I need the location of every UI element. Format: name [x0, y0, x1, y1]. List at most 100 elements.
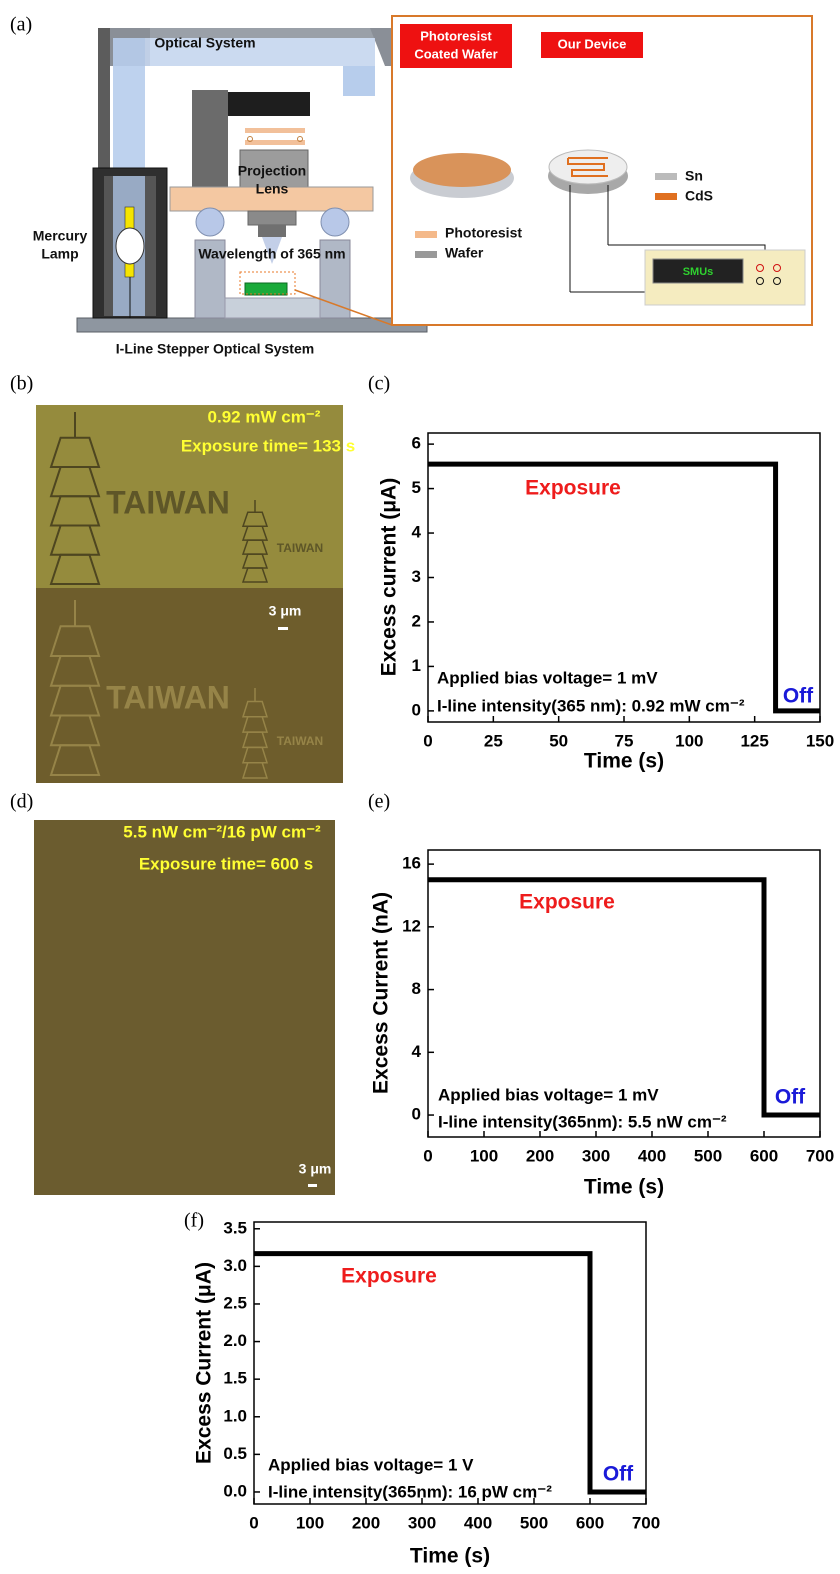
pattern-outline — [241, 716, 269, 733]
scale-bar-label: 3 μm — [269, 603, 302, 619]
annotation: Applied bias voltage= 1 V — [268, 1455, 474, 1474]
diagram-label: Projection — [238, 163, 306, 179]
pattern-outline — [241, 700, 269, 718]
y-tick-label: 5 — [412, 478, 421, 497]
pattern-outline — [49, 684, 101, 717]
x-tick-label: 0 — [423, 1146, 432, 1165]
pattern-outline — [49, 655, 101, 687]
y-tick-label: 12 — [402, 916, 421, 935]
panel-label: (c) — [368, 373, 390, 395]
y-tick-label: 1 — [412, 656, 421, 675]
legend-label: Sn — [685, 168, 703, 184]
x-tick-label: 700 — [632, 1513, 660, 1532]
pattern-outline — [241, 553, 269, 569]
legend-label: CdS — [685, 188, 713, 204]
y-tick-label: 3 — [412, 567, 421, 586]
x-tick-label: 500 — [520, 1513, 548, 1532]
legend-label: Wafer — [445, 245, 484, 261]
x-tick-label: 200 — [352, 1513, 380, 1532]
annotation: Exposure — [519, 891, 615, 914]
annotation: I-line intensity(365nm): 16 pW cm⁻² — [268, 1482, 552, 1501]
annotation: Off — [775, 1086, 806, 1109]
x-tick-label: 600 — [750, 1146, 778, 1165]
pattern-label: TAIWAN — [106, 679, 230, 715]
pattern-outline — [241, 746, 269, 764]
pattern-outline — [241, 525, 269, 541]
x-tick-label: 300 — [582, 1146, 610, 1165]
smu-label: SMUs — [683, 266, 714, 278]
annotation: Off — [783, 685, 814, 708]
pattern-label: TAIWAN — [277, 541, 323, 555]
pattern-outline — [241, 731, 269, 749]
y-tick-label: 3.0 — [223, 1256, 247, 1275]
diagram-caption: I-Line Stepper Optical System — [116, 341, 314, 357]
annotation: Exposure — [341, 1265, 437, 1288]
y-tick-label: 8 — [412, 979, 421, 998]
x-tick-label: 25 — [484, 731, 503, 750]
pattern-outline — [49, 714, 101, 747]
y-tick-label: 6 — [412, 434, 421, 453]
x-tick-label: 100 — [296, 1513, 324, 1532]
x-tick-label: 400 — [638, 1146, 666, 1165]
data-line — [428, 461, 820, 714]
micrograph-label: 5.5 nW cm⁻²/16 pW cm⁻² — [123, 822, 321, 841]
x-tick-label: 100 — [675, 731, 703, 750]
annotation: Applied bias voltage= 1 mV — [437, 668, 658, 687]
pattern-outline — [49, 466, 101, 498]
panel-label: (e) — [368, 791, 390, 813]
plot-frame — [253, 1221, 647, 1505]
diagram-label: Lens — [256, 181, 289, 197]
y-axis-label: Excess Current (nA) — [370, 892, 393, 1094]
x-tick-label: 0 — [423, 731, 432, 750]
y-tick-label: 3.5 — [223, 1218, 247, 1237]
panel-label: (b) — [10, 373, 33, 395]
diagram-label: Wavelength of 365 nm — [198, 246, 345, 262]
data-line — [254, 1251, 646, 1495]
x-tick-label: 150 — [806, 731, 834, 750]
y-axis-label: Excess Current (μA) — [193, 1262, 216, 1464]
x-tick-label: 75 — [615, 731, 634, 750]
y-tick-label: 2 — [412, 611, 421, 630]
x-tick-label: 400 — [464, 1513, 492, 1532]
annotation: Exposure — [525, 477, 621, 500]
micrograph: 5.5 nW cm⁻²/16 pW cm⁻² Exposure time= 60… — [34, 820, 335, 1195]
y-tick-label: 4 — [412, 1042, 422, 1061]
pattern-outline — [49, 524, 101, 556]
pattern-outline — [49, 625, 101, 657]
micrograph-label: Exposure time= 133 s — [181, 436, 355, 455]
annotation: I-line intensity(365nm): 5.5 nW cm⁻² — [438, 1112, 727, 1131]
y-axis-label: Excess current (μA) — [378, 478, 401, 676]
x-tick-label: 125 — [740, 731, 768, 750]
x-tick-label: 600 — [576, 1513, 604, 1532]
x-axis-label: Time (s) — [584, 750, 664, 773]
stepper-diagram: Optical System Projection Lens Mercury L… — [33, 28, 428, 357]
y-tick-label: 16 — [402, 854, 421, 873]
panel-label: (a) — [10, 14, 32, 36]
panel-label: (f) — [184, 1210, 204, 1232]
x-tick-label: 500 — [694, 1146, 722, 1165]
pattern-outline — [49, 436, 101, 469]
device-inset: Photoresist Coated Wafer Our Device Sn C… — [391, 15, 813, 326]
annotation: Off — [603, 1463, 634, 1486]
micrograph-label: Exposure time= 600 s — [139, 854, 313, 873]
micrograph: TAIWAN TAIWAN TAIWAN TAIWAN 0.92 mW cm⁻²… — [36, 405, 355, 783]
legend-label: Photoresist — [445, 225, 522, 241]
pattern-outline — [241, 761, 269, 779]
pattern-outline — [49, 744, 101, 776]
x-tick-label: 700 — [806, 1146, 834, 1165]
pattern-outline — [241, 511, 269, 527]
y-tick-label: 0 — [412, 700, 421, 719]
diagram-label: Lamp — [41, 246, 78, 262]
data-line — [428, 877, 820, 1118]
pattern-outline — [241, 567, 269, 583]
x-tick-label: 100 — [470, 1146, 498, 1165]
annotation: I-line intensity(365 nm): 0.92 mW cm⁻² — [437, 696, 745, 715]
y-tick-label: 0 — [412, 1105, 421, 1124]
x-tick-label: 300 — [408, 1513, 436, 1532]
diagram-label: Mercury — [33, 228, 88, 244]
x-axis-label: Time (s) — [410, 1545, 490, 1568]
pattern-label: TAIWAN — [277, 734, 323, 748]
y-tick-label: 0.5 — [223, 1444, 247, 1463]
y-tick-label: 2.0 — [223, 1331, 247, 1350]
